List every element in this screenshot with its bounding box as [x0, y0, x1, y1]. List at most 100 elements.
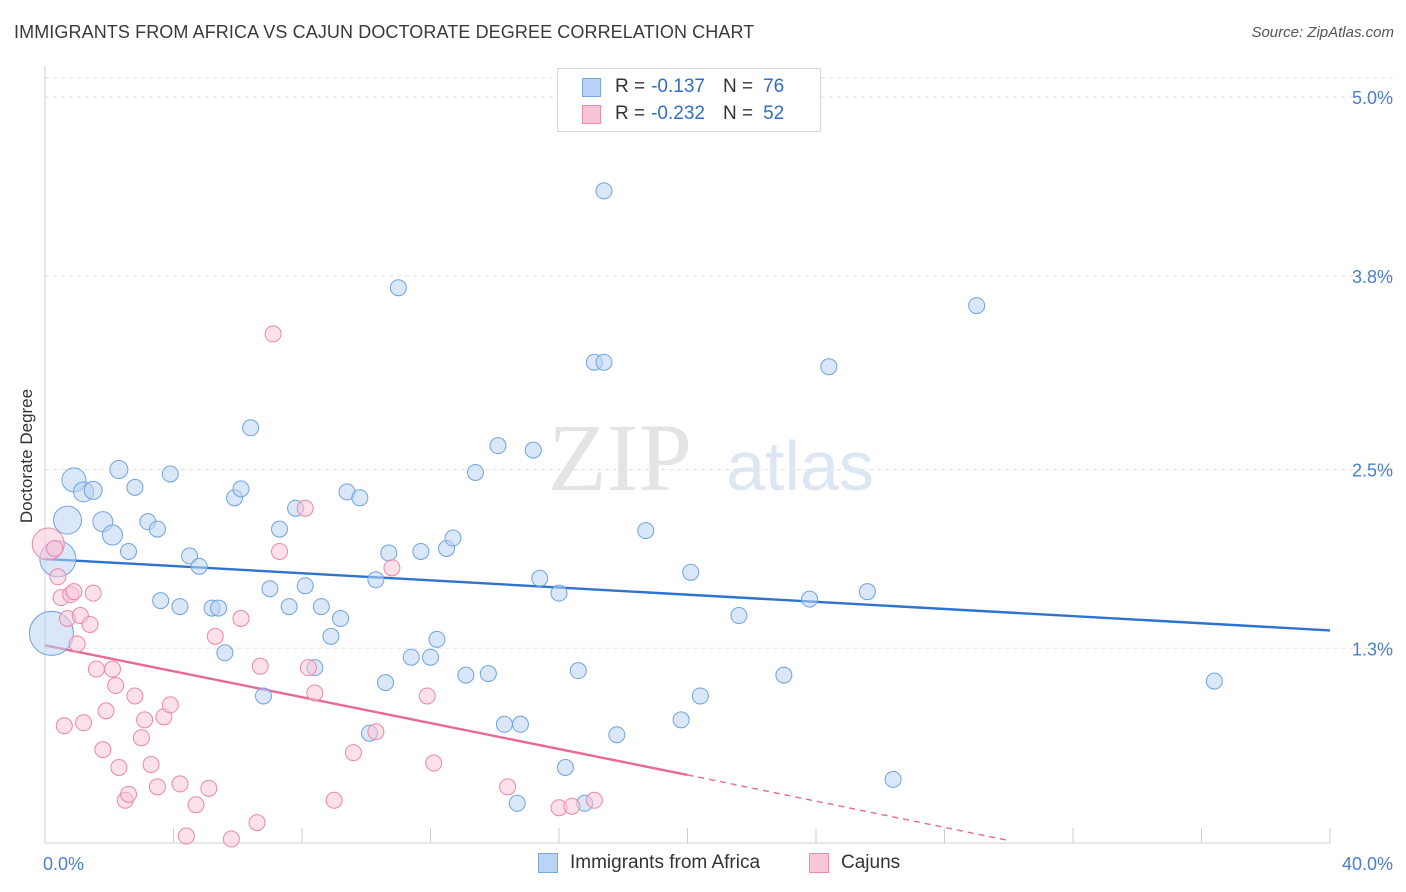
y-tick-labels: 1.3% 2.5% 3.8% 5.0% — [1352, 88, 1393, 659]
trend-line-cajuns — [44, 644, 688, 777]
point-africa — [595, 182, 613, 200]
point-cajuns — [107, 677, 125, 695]
point-cajuns — [97, 702, 115, 720]
source-label: Source: ZipAtlas.com — [1251, 24, 1394, 41]
point-cajuns — [75, 714, 93, 732]
point-africa — [52, 505, 82, 535]
point-africa — [377, 674, 395, 692]
y-tick-label: 5.0% — [1352, 88, 1393, 108]
data-points — [28, 182, 1223, 848]
point-africa — [595, 353, 613, 371]
point-cajuns — [200, 779, 218, 797]
point-africa — [389, 279, 407, 297]
point-africa — [126, 478, 144, 496]
bottom-legend: Immigrants from Africa Cajuns — [0, 852, 1406, 878]
point-africa — [801, 590, 819, 608]
y-axis-label: Doctorate Degree — [17, 388, 36, 524]
point-cajuns — [271, 542, 289, 560]
gridlines — [45, 77, 1395, 649]
point-africa — [380, 544, 398, 562]
point-cajuns — [84, 584, 102, 602]
point-cajuns — [132, 729, 150, 747]
point-africa — [422, 648, 439, 666]
legend-swatch-cajuns — [582, 104, 601, 124]
point-cajuns — [206, 627, 224, 645]
point-cajuns — [296, 499, 314, 517]
point-cajuns — [126, 687, 144, 705]
point-africa — [556, 759, 574, 776]
point-africa — [216, 644, 234, 662]
legend-row-africa: R = -0.137 N = 76 — [582, 74, 784, 100]
point-africa — [682, 563, 700, 581]
point-africa — [242, 419, 260, 437]
point-cajuns — [161, 696, 179, 714]
point-cajuns — [299, 659, 317, 677]
point-cajuns — [499, 778, 517, 796]
point-africa — [209, 599, 227, 617]
point-cajuns — [222, 830, 240, 848]
point-africa — [312, 598, 330, 616]
point-cajuns — [248, 814, 266, 832]
point-africa — [171, 598, 189, 616]
point-africa — [152, 592, 170, 610]
point-africa — [351, 489, 369, 507]
point-cajuns — [425, 754, 443, 772]
trend-lines — [44, 557, 1331, 842]
point-cajuns — [55, 717, 73, 735]
point-cajuns — [142, 756, 160, 774]
point-cajuns — [148, 778, 166, 796]
point-africa — [181, 547, 199, 565]
point-cajuns — [87, 660, 105, 678]
point-cajuns — [94, 741, 112, 759]
point-cajuns — [585, 791, 603, 809]
point-cajuns — [187, 796, 205, 814]
point-cajuns — [171, 775, 189, 793]
x-tick-labels: 0.0% 40.0% — [43, 854, 1393, 874]
legend-n-value-cajuns: 52 — [763, 103, 785, 124]
point-cajuns — [367, 723, 385, 741]
point-cajuns — [65, 583, 83, 601]
point-cajuns — [325, 791, 343, 809]
legend-n-label: N = — [722, 103, 754, 124]
trend-line-africa — [44, 557, 1331, 632]
point-cajuns — [563, 797, 581, 815]
watermark-atlas: atlas — [726, 427, 874, 505]
point-africa — [884, 770, 902, 788]
point-africa — [495, 715, 513, 733]
point-africa — [637, 522, 655, 540]
axes — [44, 66, 1331, 844]
point-africa — [271, 520, 289, 538]
x-tick-label-max: 40.0% — [1342, 854, 1393, 874]
y-tick-label: 2.5% — [1352, 461, 1393, 481]
point-cajuns — [81, 615, 99, 633]
point-africa — [444, 529, 462, 547]
point-africa — [858, 583, 876, 601]
point-africa — [550, 584, 568, 602]
y-tick-label: 1.3% — [1352, 639, 1393, 659]
point-africa — [148, 520, 166, 538]
y-tick-label: 3.8% — [1352, 267, 1393, 287]
point-africa — [479, 665, 497, 683]
point-africa — [261, 580, 279, 598]
bottom-legend-swatch-cajuns — [809, 853, 829, 873]
point-africa — [322, 627, 340, 645]
point-cajuns — [306, 684, 324, 702]
legend: R = -0.137 N = 76 R = -0.232 N = 52 — [557, 68, 821, 132]
point-africa — [524, 441, 542, 459]
point-cajuns — [251, 657, 269, 675]
point-cajuns — [264, 325, 282, 343]
point-africa — [968, 297, 986, 315]
point-africa — [254, 687, 272, 705]
point-cajuns — [383, 559, 401, 577]
point-africa — [296, 577, 314, 595]
point-africa — [466, 463, 484, 481]
bottom-legend-cajuns[interactable]: Cajuns — [809, 852, 900, 874]
point-africa — [508, 794, 526, 812]
legend-r-value-africa: -0.137 — [651, 76, 705, 97]
point-africa — [109, 460, 129, 479]
point-africa — [232, 480, 250, 498]
point-africa — [190, 557, 208, 575]
bottom-legend-africa[interactable]: Immigrants from Africa — [538, 852, 760, 874]
point-cajuns — [177, 827, 195, 845]
